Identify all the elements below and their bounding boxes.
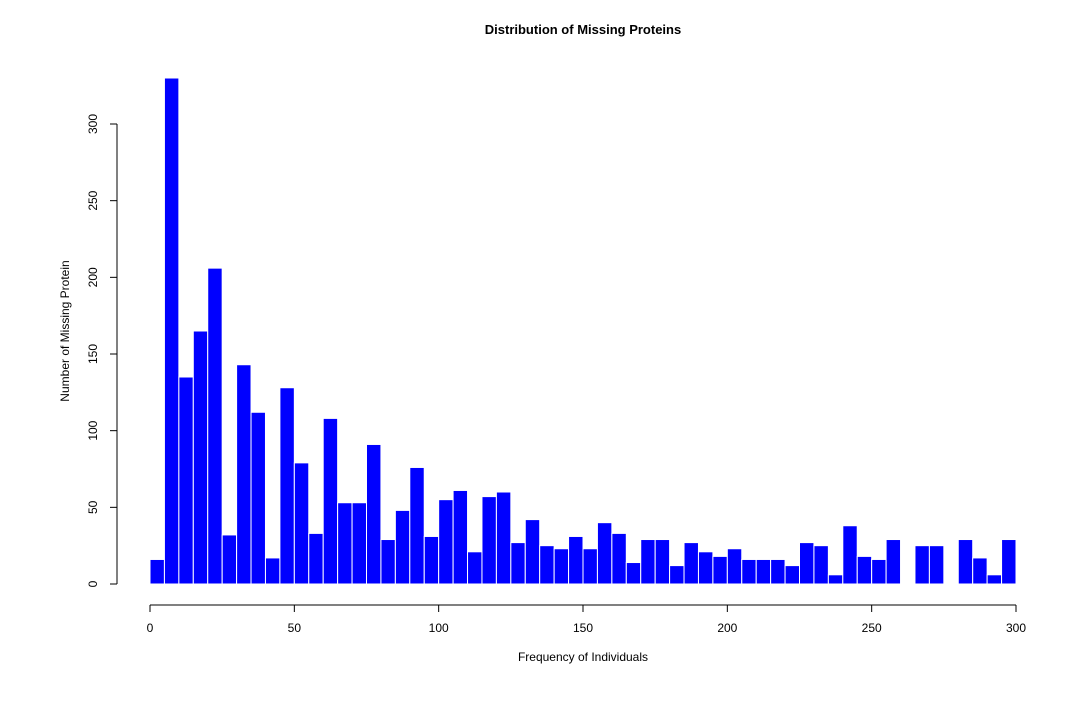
bar-205-210 [741, 558, 757, 585]
bar-285-290 [972, 557, 988, 585]
bar-160-165 [611, 532, 627, 585]
bar-295-300 [1001, 539, 1017, 585]
y-tick-label: 100 [86, 420, 100, 440]
bar-65-70 [337, 502, 353, 585]
bar-250-255 [871, 558, 887, 585]
bar-130-135 [524, 519, 541, 585]
bar-225-230 [799, 542, 815, 585]
bar-40-45 [264, 557, 281, 585]
bar-20-25 [207, 267, 223, 585]
bar-85-90 [394, 509, 411, 585]
x-axis: 0 50 100 150 200 250 300 [147, 604, 1026, 635]
bar-270-275 [928, 545, 945, 585]
bar-25-30 [221, 534, 238, 585]
bar-115-120 [481, 496, 497, 585]
x-tick-label: 0 [147, 621, 154, 635]
bar-195-200 [712, 555, 728, 585]
bar-215-220 [770, 558, 786, 585]
bar-210-215 [755, 558, 772, 585]
y-tick-label: 300 [86, 114, 100, 134]
bar-255-260 [885, 539, 902, 585]
x-tick-label: 250 [862, 621, 882, 635]
bar-30-35 [236, 364, 252, 585]
x-tick-label: 100 [429, 621, 449, 635]
y-tick-label: 150 [86, 344, 100, 364]
bar-35-40 [250, 411, 266, 585]
bars [149, 77, 1017, 585]
x-axis-label: Frequency of Individuals [518, 650, 648, 664]
bar-235-240 [827, 574, 844, 585]
x-tick-label: 300 [1006, 621, 1026, 635]
bar-110-115 [467, 551, 483, 585]
bar-290-295 [986, 574, 1003, 585]
bar-60-65 [322, 417, 339, 585]
bar-55-60 [308, 532, 324, 585]
y-tick-label: 250 [86, 190, 100, 210]
x-tick-label: 50 [288, 621, 302, 635]
bar-190-195 [697, 551, 714, 585]
bar-105-110 [452, 489, 469, 585]
y-axis-label: Number of Missing Protein [58, 260, 72, 401]
bar-120-125 [495, 491, 512, 585]
bar-155-160 [596, 522, 613, 585]
y-tick-label: 200 [86, 267, 100, 287]
bar-45-50 [279, 387, 295, 585]
bar-150-155 [582, 548, 598, 585]
bar-175-180 [654, 539, 671, 585]
bar-10-15 [178, 376, 194, 585]
bar-15-20 [192, 330, 209, 585]
bar-70-75 [351, 502, 368, 585]
bar-100-105 [438, 499, 454, 585]
bar-140-145 [553, 548, 570, 585]
bar-170-175 [640, 539, 656, 585]
y-tick-label: 0 [86, 580, 100, 587]
bar-200-205 [726, 548, 743, 585]
bar-185-190 [683, 542, 699, 585]
bar-125-130 [510, 542, 526, 585]
y-tick-label: 50 [86, 500, 100, 514]
bar-230-235 [813, 545, 829, 585]
y-axis: 0 50 100 150 200 250 300 [86, 114, 118, 587]
bar-80-85 [380, 539, 396, 585]
bar-0-5 [149, 558, 165, 585]
x-tick-label: 150 [573, 621, 593, 635]
bar-220-225 [784, 565, 800, 585]
bar-245-250 [856, 555, 873, 585]
x-tick-label: 200 [717, 621, 737, 635]
bar-75-80 [366, 443, 382, 585]
bar-90-95 [409, 466, 425, 585]
bar-165-170 [625, 562, 642, 585]
bar-240-245 [842, 525, 858, 585]
bar-280-285 [957, 539, 974, 585]
bar-180-185 [669, 565, 685, 585]
bar-145-150 [568, 535, 584, 585]
chart-title: Distribution of Missing Proteins [485, 22, 681, 37]
bar-5-10 [163, 77, 180, 585]
bar-265-270 [914, 545, 930, 585]
bar-135-140 [539, 545, 555, 585]
bar-50-55 [293, 462, 310, 585]
bar-95-100 [423, 535, 440, 585]
